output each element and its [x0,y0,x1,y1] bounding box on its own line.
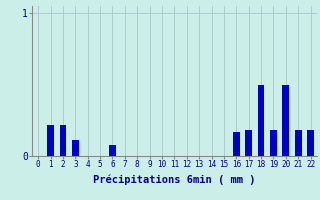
Bar [283,85,289,156]
Bar [258,85,265,156]
Bar [307,130,314,156]
Bar [47,125,54,156]
Bar [60,125,66,156]
Bar [295,130,302,156]
Bar [245,130,252,156]
Bar [233,132,240,156]
Bar [72,140,79,156]
Bar [270,130,277,156]
X-axis label: Précipitations 6min ( mm ): Précipitations 6min ( mm ) [93,175,256,185]
Bar [109,145,116,156]
